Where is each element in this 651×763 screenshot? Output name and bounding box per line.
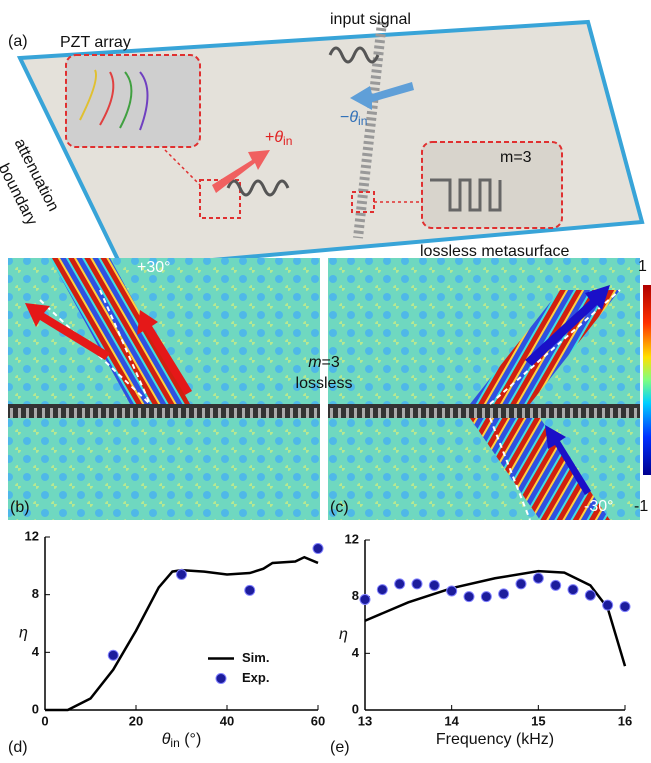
metasurface <box>328 404 640 418</box>
exp-point <box>499 589 509 599</box>
x-tick-label: 40 <box>220 713 234 728</box>
sim-line <box>45 557 318 710</box>
x-tick-label: 14 <box>444 713 459 728</box>
panel-label: (a) <box>8 33 28 50</box>
exp-point <box>177 569 187 579</box>
label: -30° <box>584 498 614 515</box>
panel-label: (b) <box>10 499 30 516</box>
photo-panel: (a) PZT array input signal −θin +θin m=3… <box>0 11 642 268</box>
panel-label: (d) <box>8 739 28 756</box>
m: m <box>308 354 321 371</box>
metasurface-inset <box>422 142 562 228</box>
exp-point <box>395 579 405 589</box>
sub: in <box>358 114 367 128</box>
y-tick-label: 4 <box>32 644 40 659</box>
unit: (°) <box>180 731 202 748</box>
legend-label: Sim. <box>242 650 269 665</box>
symbol: θ <box>162 731 171 748</box>
m-value: =3 <box>322 354 340 371</box>
y-tick-label: 12 <box>25 528 39 543</box>
field-maps: 1 -1 +30° -30° m=3 lossless (b) (c) <box>8 258 651 520</box>
exp-point <box>516 579 526 589</box>
y-tick-label: 8 <box>32 586 39 601</box>
x-axis-label: Frequency (kHz) <box>436 731 554 748</box>
label: lossless metasurface <box>420 243 569 260</box>
y-tick-label: 8 <box>352 588 359 603</box>
figure: (a) PZT array input signal −θin +θin m=3… <box>0 0 651 763</box>
x-axis-label: θin (°) <box>162 731 202 750</box>
label: PZT array <box>60 34 131 51</box>
x-tick-label: 0 <box>41 713 48 728</box>
exp-point <box>603 600 613 610</box>
panel-label: (c) <box>330 499 349 516</box>
x-tick-label: 16 <box>618 713 632 728</box>
metasurface <box>8 404 320 418</box>
pzt-inset <box>66 55 200 147</box>
y-tick-label: 12 <box>345 531 359 546</box>
x-tick-label: 15 <box>531 713 545 728</box>
sign: + <box>265 129 274 146</box>
label: lossless <box>296 375 353 392</box>
y-axis-label: η <box>339 626 348 643</box>
exp-point <box>533 573 543 583</box>
exp-point <box>377 585 387 595</box>
sign: − <box>340 109 349 126</box>
exp-point <box>313 544 323 554</box>
label: m=3 <box>308 354 340 371</box>
exp-point <box>447 586 457 596</box>
x-tick-label: 20 <box>129 713 143 728</box>
colorbar-max: 1 <box>638 258 647 275</box>
exp-point <box>620 602 630 612</box>
exp-point <box>481 592 491 602</box>
legend-label: Exp. <box>242 670 269 685</box>
exp-point <box>551 580 561 590</box>
y-tick-label: 0 <box>32 701 39 716</box>
panel-label: (e) <box>330 739 350 756</box>
y-tick-label: 4 <box>352 645 360 660</box>
exp-point <box>412 579 422 589</box>
symbol: θ <box>274 129 283 146</box>
symbol: θ <box>349 109 358 126</box>
label: input signal <box>330 11 411 28</box>
sub: in <box>283 134 292 148</box>
colorbar-min: -1 <box>634 498 648 515</box>
exp-point <box>108 650 118 660</box>
exp-point <box>464 592 474 602</box>
exp-point <box>429 580 439 590</box>
sub: in <box>170 736 179 750</box>
x-tick-label: 60 <box>311 713 325 728</box>
label: m=3 <box>500 149 532 166</box>
exp-point <box>245 585 255 595</box>
exp-point <box>568 585 578 595</box>
legend-swatch <box>216 674 226 684</box>
exp-point <box>585 590 595 600</box>
colorbar <box>643 285 651 475</box>
y-axis-label: η <box>19 625 28 642</box>
label: +30° <box>137 259 171 276</box>
exp-point <box>360 595 370 605</box>
x-tick-label: 13 <box>358 713 372 728</box>
